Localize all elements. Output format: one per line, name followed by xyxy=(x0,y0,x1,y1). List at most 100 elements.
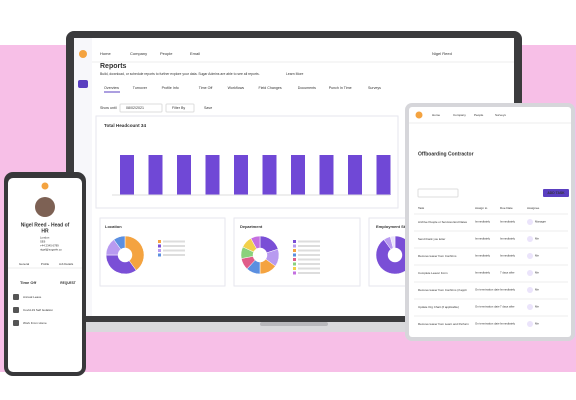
table-header: Due Date xyxy=(500,206,513,210)
tablet-nav-item[interactable]: Company xyxy=(453,113,466,117)
legend-text xyxy=(298,254,320,256)
table-cell: Immediately xyxy=(500,288,516,292)
nav-item[interactable]: Email xyxy=(190,51,200,56)
logo xyxy=(79,50,87,58)
tablet-logo xyxy=(415,111,423,119)
table-cell: 7 days after xyxy=(500,305,515,309)
assignee-icon xyxy=(527,321,533,327)
request[interactable]: REQUEST xyxy=(60,281,75,285)
legend-swatch xyxy=(158,249,161,252)
bar xyxy=(205,155,220,195)
pie-slice xyxy=(124,235,145,271)
pie-hole xyxy=(117,247,133,263)
table-cell: Immediately xyxy=(500,254,516,258)
legend-swatch xyxy=(293,258,296,261)
learn-more[interactable]: Learn More xyxy=(286,72,303,76)
tab[interactable]: Workflows xyxy=(228,86,245,90)
table-cell: Manager xyxy=(535,220,546,224)
time-off-item: Annual Leave xyxy=(23,295,42,299)
table-cell: Me xyxy=(535,237,539,241)
table-cell: Immediately xyxy=(475,237,491,241)
legend-text xyxy=(298,267,320,270)
table-cell: Me xyxy=(535,254,539,258)
table-cell: Archive People or Services End Dates xyxy=(418,220,468,224)
table-cell: Immediately xyxy=(475,254,491,258)
phone-logo xyxy=(41,182,49,190)
tab[interactable]: Field Changes xyxy=(259,86,282,90)
tab[interactable]: Turnover xyxy=(133,86,148,90)
tablet-nav-item[interactable]: Surveys xyxy=(495,113,506,117)
bar xyxy=(177,155,191,195)
assignee-icon xyxy=(527,219,533,225)
pie-hole xyxy=(387,247,403,263)
phone-tab[interactable]: Profile xyxy=(41,262,50,266)
table-cell: 7 days after xyxy=(500,271,515,275)
filter-box[interactable] xyxy=(165,103,195,113)
avatar xyxy=(35,197,55,217)
legend-swatch xyxy=(158,240,161,243)
assignee-icon xyxy=(527,253,533,259)
legend-swatch xyxy=(293,267,296,270)
tab[interactable]: Time Off xyxy=(199,86,213,90)
tab[interactable]: Documents xyxy=(298,86,316,90)
legend-swatch xyxy=(293,262,296,266)
phone-tab[interactable]: Job Details xyxy=(59,262,74,266)
save[interactable]: Save xyxy=(204,106,212,110)
bar xyxy=(348,155,362,195)
bar xyxy=(291,155,305,195)
legend-text xyxy=(163,249,185,252)
phone-screen xyxy=(8,178,82,372)
nav-item[interactable]: Company xyxy=(130,51,147,56)
legend-swatch xyxy=(158,244,161,248)
legend-text xyxy=(298,258,320,261)
bar xyxy=(148,155,163,195)
table-cell: Immediately xyxy=(475,271,491,275)
legend-swatch xyxy=(293,240,296,243)
legend-swatch xyxy=(158,253,161,257)
legend-swatch xyxy=(293,244,296,248)
profile-detail: +44 2345 6789 xyxy=(40,244,59,248)
laptop-content: Home Company People Email Overview Turnover Pr… xyxy=(100,51,419,275)
table-cell: On termination date xyxy=(475,322,500,326)
table-cell: Me xyxy=(535,288,539,292)
table-cell: Immediately xyxy=(475,220,491,224)
pie-slice xyxy=(105,254,137,275)
tab[interactable]: Surveys xyxy=(368,86,381,90)
table-cell: Remove leaver from Confirms xyxy=(418,254,457,258)
legend-text xyxy=(163,254,185,256)
sidebar-active xyxy=(78,80,88,88)
tab[interactable]: Punch In Time xyxy=(329,86,352,90)
item-icon xyxy=(13,294,19,300)
table-header: Task xyxy=(418,206,425,210)
filter: Filter By xyxy=(172,106,185,110)
item-icon xyxy=(13,307,19,313)
legend-text xyxy=(163,240,185,243)
assignee-icon xyxy=(527,287,533,293)
tablet-content: Home Company People Surveys Task Assign to Due… xyxy=(414,113,568,327)
table-cell: Immediately xyxy=(500,322,516,326)
date: 08/02/2021 xyxy=(126,106,144,110)
profile-detail: nigel@sugarhr.co xyxy=(40,248,62,252)
date-box[interactable] xyxy=(119,103,163,113)
time-off: Time Off xyxy=(20,280,37,285)
location-title: Location xyxy=(105,224,122,229)
tab[interactable]: Profile Info xyxy=(162,86,179,90)
legend-text xyxy=(298,245,320,247)
add-task-button[interactable] xyxy=(543,189,569,197)
nav-item[interactable]: Home xyxy=(100,51,111,56)
tablet-nav-item[interactable]: Home xyxy=(432,113,440,117)
tablet-title: Offboarding Contractor xyxy=(418,151,474,157)
legend-text xyxy=(163,245,185,247)
legend-text xyxy=(298,240,320,243)
bar xyxy=(120,155,134,195)
search-box[interactable] xyxy=(417,188,459,198)
bar xyxy=(376,155,391,195)
tab[interactable]: Overview xyxy=(104,86,119,90)
tablet-nav-item[interactable]: People xyxy=(474,113,484,117)
table-header: Assign to xyxy=(475,206,488,210)
table-cell: On termination date xyxy=(475,305,500,309)
phone-tab[interactable]: General xyxy=(19,262,30,266)
profile-name: HR xyxy=(41,228,49,234)
nav-item[interactable]: People xyxy=(160,51,173,56)
